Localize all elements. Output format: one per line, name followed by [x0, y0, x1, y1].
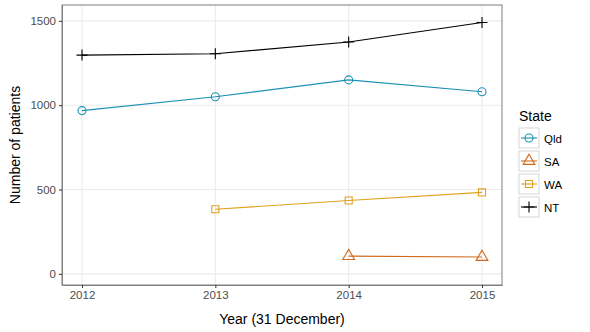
tick: 2014: [336, 285, 362, 301]
legend-marker: [523, 154, 535, 164]
tick: 2013: [203, 285, 229, 301]
legend-label: SA: [544, 156, 560, 168]
tick-label: 1500: [30, 15, 56, 27]
series-marker: [345, 76, 353, 84]
tick-label: 2014: [336, 289, 362, 301]
tick: 1500: [30, 15, 62, 27]
y-axis: 0 500 1000 1500: [30, 6, 62, 286]
tick-mark: [59, 274, 62, 275]
tick-mark: [482, 285, 483, 288]
legend-line: [521, 137, 537, 138]
tick-mark: [59, 21, 62, 22]
tick-label: 1000: [30, 99, 56, 111]
series-marker: [477, 17, 488, 28]
axis-line: [63, 285, 503, 286]
y-axis-title: Number of patients: [7, 86, 23, 204]
series-marker: [210, 48, 221, 59]
tick-label: 2013: [203, 289, 229, 301]
grid-line: [62, 20, 502, 21]
legend-label: NT: [544, 202, 559, 214]
series-marker: [478, 189, 485, 196]
tick: 2015: [470, 285, 496, 301]
chart: 2012 2013 2014 2015 0 500 1000 1500 Year (31 Dec…: [0, 0, 590, 332]
legend-label: WA: [544, 179, 562, 191]
axis-line: [62, 6, 63, 286]
x-axis: 2012 2013 2014 2015: [63, 285, 503, 301]
grid-line: [62, 273, 502, 274]
legend-title: State: [519, 108, 552, 124]
legend-key: [519, 128, 539, 148]
x-axis-title: Year (31 December): [219, 311, 345, 327]
plot-frame: [62, 5, 502, 285]
grid: [62, 5, 502, 285]
series-marker: [343, 36, 354, 47]
legend-key: [519, 197, 539, 217]
tick-mark: [215, 285, 216, 288]
series-marker: [77, 50, 88, 61]
series-line: [82, 80, 482, 111]
legend-marker: [525, 180, 532, 187]
tick-label: 2015: [470, 289, 496, 301]
grid-line: [481, 5, 482, 285]
tick-label: 0: [50, 268, 56, 280]
series-marker: [345, 197, 352, 204]
series-marker: [478, 88, 486, 96]
legend-key: [519, 174, 539, 194]
tick-mark: [59, 190, 62, 191]
series-marker: [476, 250, 488, 260]
tick-label: 2012: [70, 289, 96, 301]
grid-line: [62, 189, 502, 190]
legend-marker: [524, 202, 535, 213]
tick-label: 500: [37, 184, 56, 196]
legend-line: [521, 160, 537, 161]
series-marker: [78, 107, 86, 115]
legend-key: [519, 151, 539, 171]
tick-mark: [349, 285, 350, 288]
marks: [77, 17, 488, 260]
series-marker: [212, 206, 219, 213]
tick: 2012: [70, 285, 96, 301]
legend-line: [521, 183, 537, 184]
legend-marker: [525, 134, 533, 142]
tick: 1000: [30, 99, 62, 111]
tick: 500: [37, 184, 62, 196]
tick-mark: [59, 105, 62, 106]
legend-label: Qld: [544, 133, 562, 145]
tick-mark: [82, 285, 83, 288]
series-line: [215, 192, 482, 209]
series-line: [82, 23, 482, 56]
legend: State Qld SA WA NT: [519, 108, 562, 217]
series-line: [349, 256, 482, 258]
grid-line: [215, 5, 216, 285]
plot-background: [62, 5, 502, 285]
series-marker: [211, 93, 219, 101]
series-marker: [343, 249, 355, 259]
tick: 0: [50, 268, 62, 280]
grid-line: [81, 5, 82, 285]
